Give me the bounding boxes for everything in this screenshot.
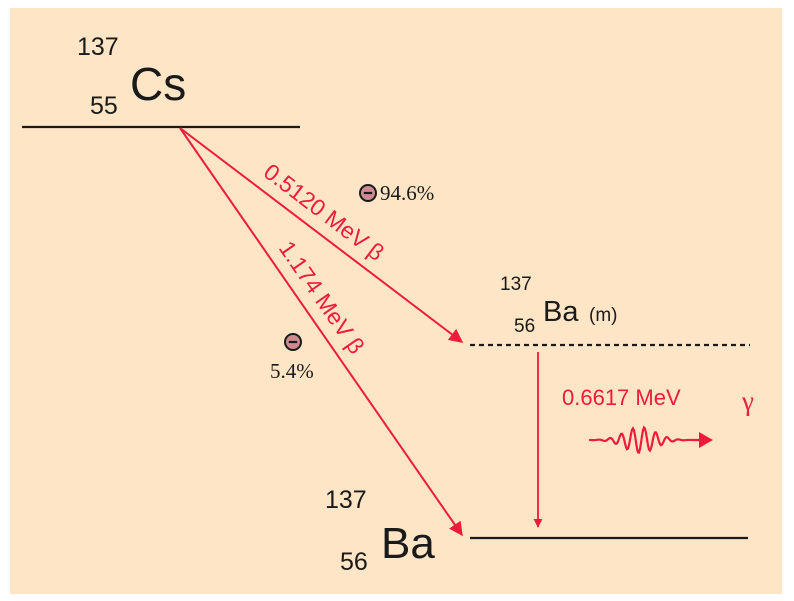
gamma-wave-icon: [588, 425, 713, 454]
electron-icon: [284, 333, 302, 351]
ba137m-atomic-number: 56: [514, 316, 535, 337]
cs137-mass-number: 137: [77, 33, 119, 61]
ba137m-state-label: (m): [589, 305, 617, 326]
beta-ground-branching: 5.4%: [270, 359, 314, 383]
ba137-mass-number: 137: [325, 486, 367, 514]
cs137-symbol: Cs: [130, 58, 186, 110]
gamma-symbol: γ: [741, 386, 754, 416]
ba137m-symbol: Ba: [543, 296, 579, 328]
gamma-energy-label: 0.6617 MeV: [562, 385, 681, 410]
ba137m-mass-number: 137: [500, 274, 532, 295]
electron-icon: [359, 184, 377, 202]
beta-arrow-to-metastable: [179, 127, 464, 343]
cs137-atomic-number: 55: [90, 92, 118, 120]
beta-arrow-to-ground: [179, 127, 463, 537]
beta-metastable-branching: 94.6%: [380, 181, 434, 205]
diagram-background: [10, 8, 782, 594]
ba137-symbol: Ba: [381, 519, 435, 568]
ba137-atomic-number: 56: [340, 548, 368, 576]
